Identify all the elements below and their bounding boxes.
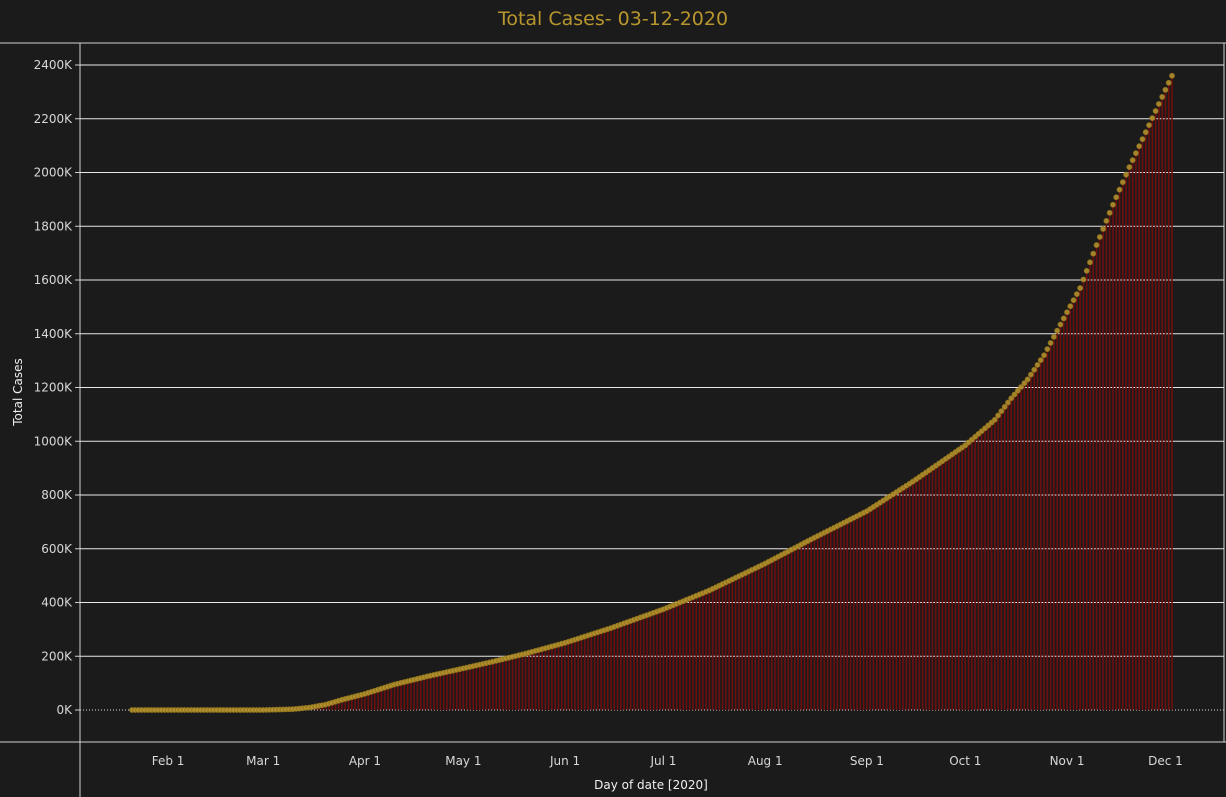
data-point (1087, 259, 1093, 266)
y-tick-label: 1600K (34, 273, 74, 287)
data-point (1119, 179, 1126, 186)
x-tick-label: May 1 (445, 754, 481, 768)
data-point (1169, 72, 1175, 79)
data-point (1064, 309, 1070, 316)
x-axis-label: Day of date [2020] (594, 778, 708, 792)
data-point (1165, 79, 1172, 86)
data-point (1162, 86, 1169, 93)
data-point (1054, 327, 1061, 334)
y-tick-label: 1800K (34, 219, 74, 233)
data-point (1090, 250, 1097, 257)
chart-title: Total Cases- 03-12-2020 (497, 8, 729, 30)
y-tick-label: 2200K (34, 112, 74, 126)
data-point (1011, 391, 1018, 398)
x-tick-label: Nov 1 (1050, 754, 1085, 768)
data-point (1123, 171, 1129, 178)
y-tick-label: 1200K (34, 381, 74, 395)
data-point (1008, 395, 1015, 402)
data-point (1021, 380, 1028, 387)
data-point (1103, 217, 1110, 224)
x-tick-label: Aug 1 (748, 754, 783, 768)
y-tick-label: 1000K (34, 434, 74, 448)
data-point (1083, 267, 1090, 274)
data-point (1077, 285, 1084, 291)
data-point (1080, 276, 1087, 283)
data-point (1001, 403, 1008, 410)
data-point (991, 416, 998, 423)
data-point (1037, 357, 1044, 363)
x-tick-label: Jul 1 (650, 754, 677, 768)
x-tick-label: Feb 1 (152, 754, 185, 768)
data-point (1159, 94, 1166, 100)
y-tick-label: 1400K (34, 327, 74, 341)
data-point (1146, 122, 1152, 129)
y-tick-label: 200K (41, 649, 73, 663)
data-point (1142, 129, 1149, 136)
data-point (1073, 291, 1080, 298)
data-point (1034, 362, 1041, 368)
y-tick-label: 0K (56, 703, 73, 717)
data-point (1113, 194, 1120, 201)
data-point (1024, 376, 1031, 383)
data-point (1050, 333, 1057, 340)
data-point (1014, 387, 1021, 394)
data-point (1031, 366, 1038, 373)
y-tick-label: 2400K (34, 58, 74, 72)
data-point (1018, 384, 1024, 390)
y-tick-label: 2000K (34, 166, 74, 180)
data-point (1060, 315, 1067, 322)
data-point (1096, 234, 1103, 240)
data-point (995, 412, 1002, 419)
data-point (1110, 201, 1116, 208)
data-point (1041, 352, 1047, 359)
y-tick-label: 400K (41, 596, 73, 610)
x-tick-label: Apr 1 (349, 754, 381, 768)
data-point (1028, 371, 1034, 378)
x-tick-label: Mar 1 (246, 754, 280, 768)
x-tick-label: Sep 1 (850, 754, 884, 768)
data-point (1149, 115, 1156, 121)
data-point (1106, 209, 1113, 216)
y-axis-label: Total Cases (11, 358, 25, 426)
data-point (998, 408, 1005, 415)
x-tick-label: Dec 1 (1148, 754, 1183, 768)
data-point (1093, 242, 1100, 248)
y-tick-label: 600K (41, 542, 73, 556)
data-point (1133, 150, 1139, 157)
data-point (1129, 157, 1136, 164)
data-point (1067, 303, 1074, 310)
data-point (1139, 136, 1146, 143)
data-point (1070, 297, 1077, 304)
x-tick-label: Oct 1 (949, 754, 981, 768)
data-point (1136, 143, 1143, 150)
x-tick-label: Jun 1 (549, 754, 580, 768)
data-point (1044, 346, 1051, 353)
data-point (1152, 108, 1159, 114)
data-point (1057, 321, 1064, 328)
y-tick-label: 800K (41, 488, 73, 502)
data-point (1005, 399, 1011, 406)
data-point (1047, 340, 1054, 346)
data-point (1155, 101, 1162, 107)
data-point (1126, 164, 1133, 171)
data-point (1100, 226, 1107, 232)
data-point (1116, 186, 1123, 193)
